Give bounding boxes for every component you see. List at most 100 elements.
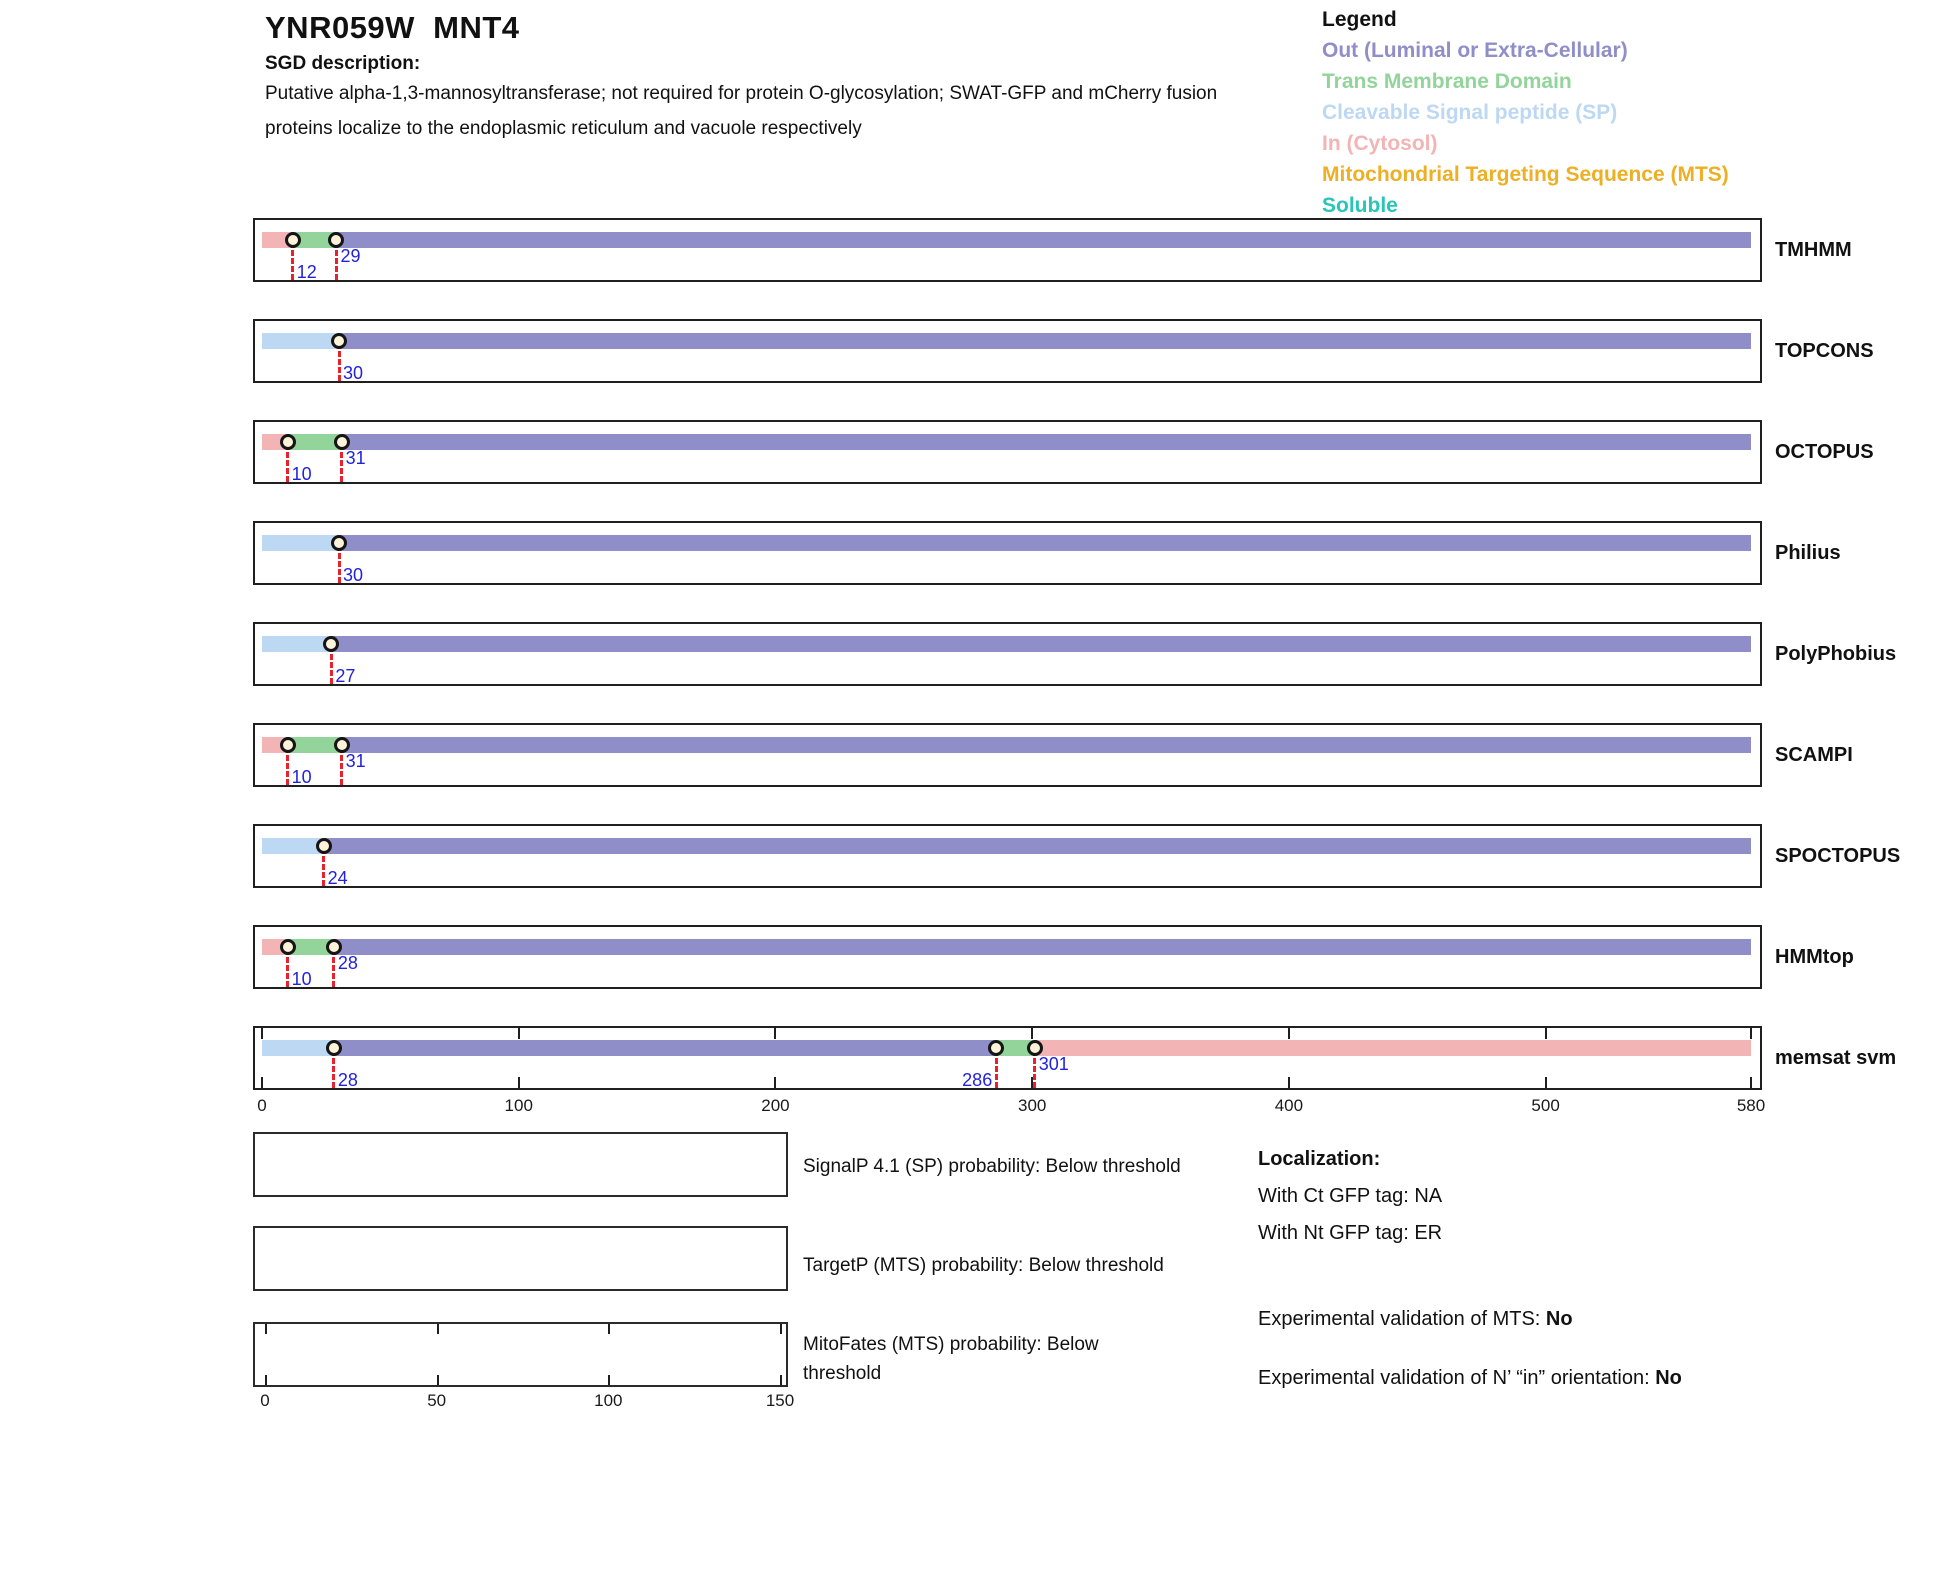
probability-plot-label-2: TargetP (MTS) probability: Below thresho… xyxy=(803,1251,1164,1280)
segment-out-luminal-or-extra-cellular- xyxy=(339,535,1751,551)
axis-tick-bottom xyxy=(517,1077,520,1088)
axis-tick-bottom xyxy=(261,1077,263,1088)
mts-validation-line: Experimental validation of MTS: No xyxy=(1258,1308,1573,1331)
track-row-scampi: 10 31 xyxy=(253,723,1762,787)
segment-out-luminal-or-extra-cellular- xyxy=(341,737,1751,753)
probability-plot-label-line: threshold xyxy=(803,1363,882,1384)
boundary-marker-circle xyxy=(331,535,348,551)
boundary-marker-circle xyxy=(988,1040,1005,1056)
localization-nt-gfp: With Nt GFP tag: ER xyxy=(1258,1222,1443,1244)
marker-line xyxy=(291,242,295,280)
probability-plot-2 xyxy=(253,1226,788,1291)
boundary-marker-circle xyxy=(333,737,350,753)
track-label-polyphobius: PolyPhobius xyxy=(1775,643,1897,665)
segment-cleavable-signal-peptide-sp- xyxy=(262,1040,334,1056)
segment-trans-membrane-domain xyxy=(996,1040,1035,1056)
marker-line xyxy=(332,949,336,987)
probability-plot-label-line: SignalP 4.1 (SP) probability: Below thre… xyxy=(803,1156,1181,1177)
track-label-scampi: SCAMPI xyxy=(1775,744,1853,766)
segment-out-luminal-or-extra-cellular- xyxy=(341,434,1751,450)
boundary-marker-circle xyxy=(279,737,296,753)
plot-axis-tick-top xyxy=(265,1324,267,1334)
track-label-philius: Philius xyxy=(1775,542,1841,564)
marker-line xyxy=(332,1050,336,1088)
marker-line xyxy=(340,444,344,482)
marker-position-label: 10 xyxy=(291,969,312,989)
segment-out-luminal-or-extra-cellular- xyxy=(323,838,1751,854)
plot-axis-tick-bottom xyxy=(780,1375,782,1385)
segment-out-luminal-or-extra-cellular- xyxy=(333,939,1751,955)
track-row-philius: 30 xyxy=(253,521,1762,585)
track-row-topcons: 30 xyxy=(253,319,1762,383)
marker-position-label: 28 xyxy=(337,1070,358,1090)
axis-tick-label: 580 xyxy=(1736,1096,1766,1115)
marker-line xyxy=(334,242,338,280)
probability-plot-1 xyxy=(253,1132,788,1197)
track-label-memsat-svm: memsat svm xyxy=(1775,1047,1897,1069)
mts-validation-label: Experimental validation of MTS: xyxy=(1258,1308,1546,1330)
plot-axis-tick-label: 100 xyxy=(594,1391,623,1410)
axis-tick-bottom xyxy=(1287,1077,1290,1088)
segment-trans-membrane-domain xyxy=(287,737,342,753)
segment-trans-membrane-domain xyxy=(287,434,342,450)
boundary-marker-circle xyxy=(325,1040,342,1056)
plot-axis-tick-label: 150 xyxy=(765,1391,795,1410)
marker-line xyxy=(286,444,290,482)
plot-axis-tick-top xyxy=(780,1324,782,1334)
legend: Legend Out (Luminal or Extra-Cellular) Tr… xyxy=(1322,8,1729,225)
orientation-validation-label: Experimental validation of N’ “in” orien… xyxy=(1258,1367,1656,1389)
segment-trans-membrane-domain xyxy=(287,939,334,955)
probability-plot-3 xyxy=(253,1322,788,1387)
boundary-marker-circle xyxy=(279,434,296,450)
axis-tick-bottom xyxy=(774,1077,777,1088)
marker-position-label: 31 xyxy=(345,751,366,771)
marker-position-label: 24 xyxy=(327,868,348,888)
track-row-tmhmm: 12 29 xyxy=(253,218,1762,282)
track-row-spoctopus: 24 xyxy=(253,824,1762,888)
orientation-validation-value: No xyxy=(1655,1367,1682,1389)
probability-plot-label-3: MitoFates (MTS) probability: Below thresh… xyxy=(803,1330,1099,1388)
legend-item-mitochondrial-targeting-sequence-mts-: Mitochondrial Targeting Sequence (MTS) xyxy=(1322,163,1729,186)
legend-item-in-cytosol-: In (Cytosol) xyxy=(1322,132,1438,155)
segment-out-luminal-or-extra-cellular- xyxy=(336,232,1751,248)
plot-axis-tick-label: 0 xyxy=(260,1391,270,1410)
track-label-tmhmm: TMHMM xyxy=(1775,239,1852,261)
segment-in-cytosol- xyxy=(1034,1040,1751,1056)
boundary-marker-circle xyxy=(333,434,350,450)
boundary-marker-circle xyxy=(1026,1040,1043,1056)
axis-tick-label: 300 xyxy=(1017,1096,1047,1115)
marker-position-label: 31 xyxy=(345,448,366,468)
boundary-marker-circle xyxy=(315,838,332,854)
track-label-topcons: TOPCONS xyxy=(1775,340,1874,362)
marker-line xyxy=(1033,1050,1037,1088)
axis-tick-top xyxy=(774,1028,777,1039)
segment-trans-membrane-domain xyxy=(292,232,337,248)
track-label-octopus: OCTOPUS xyxy=(1775,441,1874,463)
segment-cleavable-signal-peptide-sp- xyxy=(262,838,324,854)
segment-out-luminal-or-extra-cellular- xyxy=(339,333,1751,349)
track-row-memsat-svm: 28 286 301 xyxy=(253,1026,1762,1090)
axis-tick-label: 200 xyxy=(761,1096,790,1115)
localization-ct-gfp: With Ct GFP tag: NA xyxy=(1258,1185,1443,1207)
marker-line xyxy=(286,747,290,785)
marker-position-label: 10 xyxy=(291,767,312,787)
axis-tick-top xyxy=(1287,1028,1290,1039)
localization-heading: Localization: xyxy=(1258,1148,1381,1170)
axis-tick-top xyxy=(517,1028,520,1039)
plot-axis-tick-label: 50 xyxy=(427,1391,447,1410)
page-title: YNR059W MNT4 xyxy=(265,10,520,45)
axis-tick-bottom xyxy=(1544,1077,1547,1088)
axis-tick-bottom xyxy=(1750,1077,1752,1088)
track-row-polyphobius: 27 xyxy=(253,622,1762,686)
boundary-marker-circle xyxy=(323,636,340,652)
marker-position-label: 29 xyxy=(340,246,361,266)
probability-plot-label-line: TargetP (MTS) probability: Below thresho… xyxy=(803,1255,1164,1276)
segment-cleavable-signal-peptide-sp- xyxy=(262,535,340,551)
probability-plot-label-line: MitoFates (MTS) probability: Below xyxy=(803,1334,1099,1355)
axis-tick-top xyxy=(1544,1028,1547,1039)
segment-cleavable-signal-peptide-sp- xyxy=(262,636,332,652)
plot-axis-tick-top xyxy=(608,1324,611,1334)
boundary-marker-circle xyxy=(331,333,348,349)
legend-item-cleavable-signal-peptide-sp-: Cleavable Signal peptide (SP) xyxy=(1322,101,1618,124)
